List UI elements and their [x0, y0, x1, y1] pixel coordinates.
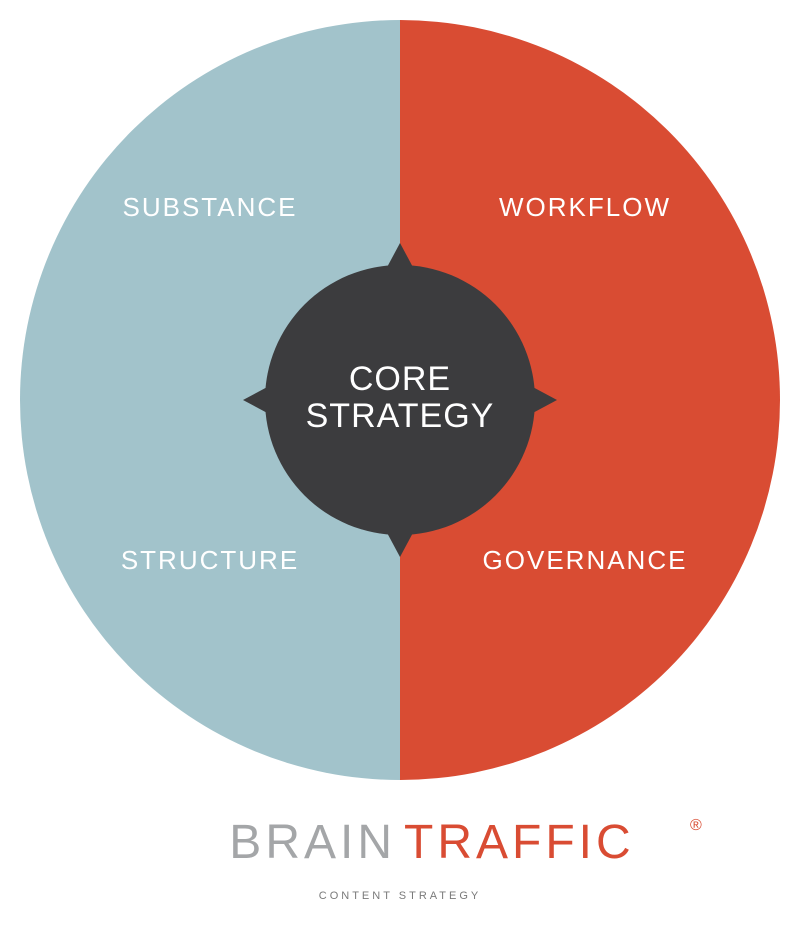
quadrant-label-workflow: WORKFLOW: [435, 192, 735, 223]
quadrant-label-structure: STRUCTURE: [60, 545, 360, 576]
diagram-svg: BRAIN TRAFFIC ®: [0, 0, 800, 937]
svg-text:®: ®: [690, 817, 706, 834]
svg-text:TRAFFIC: TRAFFIC: [404, 816, 635, 869]
center-core-line1: CORE: [240, 361, 560, 398]
quadrant-label-substance: SUBSTANCE: [60, 192, 360, 223]
diagram-stage: BRAIN TRAFFIC ® SUBSTANCE WORKFLOW STRUC…: [0, 0, 800, 937]
svg-text:BRAIN: BRAIN: [229, 816, 396, 869]
center-core-label: CORE STRATEGY: [240, 361, 560, 436]
footer-wordmark: BRAIN TRAFFIC ®: [229, 816, 706, 869]
footer-tagline: CONTENT STRATEGY: [0, 890, 800, 902]
center-core-line2: STRATEGY: [240, 398, 560, 435]
quadrant-label-governance: GOVERNANCE: [435, 545, 735, 576]
